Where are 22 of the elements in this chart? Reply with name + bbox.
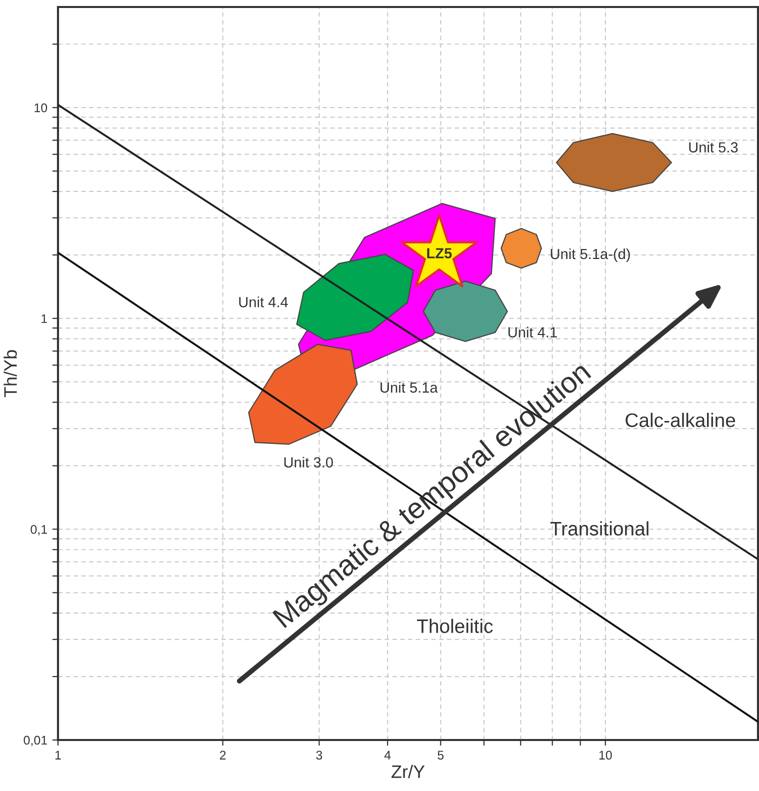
x-tick-label: 2 xyxy=(220,750,226,760)
series-label: Unit 4.4 xyxy=(239,296,288,308)
y-tick-label: 0,1 xyxy=(30,524,47,536)
series-label: Unit 5.3 xyxy=(689,142,738,153)
series-label: Unit 4.1 xyxy=(508,326,557,338)
x-tick-label: 4 xyxy=(384,750,391,760)
annotation: Tholeiitic xyxy=(416,618,493,634)
y-tick-label: 10 xyxy=(34,103,48,112)
series-label: Unit 5.1a xyxy=(380,382,438,393)
annotation: Calc-alkaline xyxy=(626,412,736,428)
x-tick-label: 10 xyxy=(599,750,612,760)
annotation: Transitional xyxy=(550,521,648,536)
y-axis-title: Th/Yb xyxy=(4,350,17,398)
x-axis-title: Zr/Y xyxy=(392,764,425,778)
x-tick-label: 1 xyxy=(55,750,61,760)
x-tick-label: 5 xyxy=(438,750,444,760)
series-label: LZ5 xyxy=(427,248,452,258)
y-tick-label: 1 xyxy=(42,314,47,323)
y-tick-label: 0,01 xyxy=(24,736,47,746)
series-label: Unit 5.1a-(d) xyxy=(550,248,630,262)
series-label: Unit 3.0 xyxy=(284,456,333,468)
x-tick-label: 3 xyxy=(316,750,322,760)
